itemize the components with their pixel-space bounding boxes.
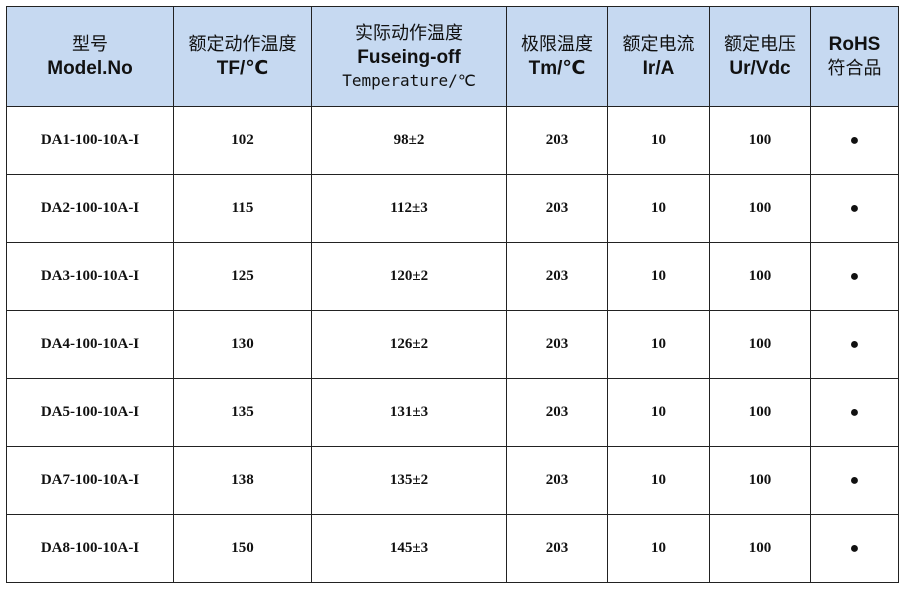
table-cell: 115 bbox=[173, 174, 312, 243]
header-text: 额定动作温度 bbox=[188, 33, 297, 55]
header-text: 极限温度 bbox=[521, 33, 593, 55]
table-cell: 203 bbox=[506, 514, 608, 583]
header-text: Fuseing-off bbox=[357, 46, 461, 68]
table-cell: ● bbox=[810, 242, 899, 311]
table-cell: ● bbox=[810, 106, 899, 175]
table-cell: 135±2 bbox=[311, 446, 507, 515]
table-cell: DA4-100-10A-I bbox=[6, 310, 174, 379]
table-cell: ● bbox=[810, 378, 899, 447]
table-cell: 10 bbox=[607, 514, 710, 583]
table-body: DA1-100-10A-I 102 98±2 203 10 100 ● DA2-100-10A… bbox=[6, 106, 899, 583]
table-cell: 126±2 bbox=[311, 310, 507, 379]
table-row: DA2-100-10A-I 115 112±3 203 10 100 ● bbox=[6, 174, 899, 243]
table-header: 型号 Model.No 额定动作温度 TF/℃ 实际动作温度 Fuseing-off T… bbox=[6, 6, 899, 107]
table-cell: 100 bbox=[709, 446, 811, 515]
table-cell: 145±3 bbox=[311, 514, 507, 583]
header-text: 符合品 bbox=[827, 57, 882, 79]
table-row: DA7-100-10A-I 138 135±2 203 10 100 ● bbox=[6, 446, 899, 515]
table-cell: 203 bbox=[506, 378, 608, 447]
header-cell: 额定电压 Ur/Vdc bbox=[709, 6, 811, 107]
table-cell: 135 bbox=[173, 378, 312, 447]
table-row: DA3-100-10A-I 125 120±2 203 10 100 ● bbox=[6, 242, 899, 311]
table-cell: 112±3 bbox=[311, 174, 507, 243]
table-cell: 150 bbox=[173, 514, 312, 583]
table-cell: DA5-100-10A-I bbox=[6, 378, 174, 447]
table-cell: 100 bbox=[709, 514, 811, 583]
table-cell: 10 bbox=[607, 242, 710, 311]
table-cell: 10 bbox=[607, 174, 710, 243]
header-text: RoHS bbox=[828, 33, 881, 55]
table-row: DA4-100-10A-I 130 126±2 203 10 100 ● bbox=[6, 310, 899, 379]
table-cell: DA2-100-10A-I bbox=[6, 174, 174, 243]
header-text: 实际动作温度 bbox=[355, 22, 463, 44]
table-cell: DA8-100-10A-I bbox=[6, 514, 174, 583]
table-cell: 203 bbox=[506, 242, 608, 311]
header-cell: 实际动作温度 Fuseing-off Temperature/℃ bbox=[311, 6, 507, 107]
table-cell: DA7-100-10A-I bbox=[6, 446, 174, 515]
table-cell: 102 bbox=[173, 106, 312, 175]
table-cell: 203 bbox=[506, 446, 608, 515]
table-cell: 100 bbox=[709, 378, 811, 447]
header-text: Ir/A bbox=[642, 57, 675, 79]
table-cell: 100 bbox=[709, 242, 811, 311]
table-cell: 100 bbox=[709, 174, 811, 243]
header-text: 额定电流 bbox=[622, 33, 695, 55]
table-cell: 10 bbox=[607, 310, 710, 379]
table-cell: 203 bbox=[506, 106, 608, 175]
header-text: Tm/℃ bbox=[528, 57, 586, 79]
header-cell: 额定动作温度 TF/℃ bbox=[173, 6, 312, 107]
table-cell: ● bbox=[810, 310, 899, 379]
table-cell: 125 bbox=[173, 242, 312, 311]
header-text: 型号 bbox=[72, 33, 108, 55]
table-cell: ● bbox=[810, 174, 899, 243]
table-cell: 131±3 bbox=[311, 378, 507, 447]
header-text: Ur/Vdc bbox=[729, 57, 791, 79]
table-cell: 10 bbox=[607, 378, 710, 447]
table-cell: 98±2 bbox=[311, 106, 507, 175]
header-text: Model.No bbox=[47, 57, 133, 79]
table-cell: 10 bbox=[607, 446, 710, 515]
header-cell: 额定电流 Ir/A bbox=[607, 6, 710, 107]
table-cell: DA3-100-10A-I bbox=[6, 242, 174, 311]
header-cell: RoHS 符合品 bbox=[810, 6, 899, 107]
table-cell: ● bbox=[810, 446, 899, 515]
header-row: 型号 Model.No 额定动作温度 TF/℃ 实际动作温度 Fuseing-off T… bbox=[6, 6, 899, 107]
header-text: Temperature/℃ bbox=[342, 70, 476, 90]
table-cell: 138 bbox=[173, 446, 312, 515]
table-cell: 120±2 bbox=[311, 242, 507, 311]
spec-table: 型号 Model.No 额定动作温度 TF/℃ 实际动作温度 Fuseing-off T… bbox=[6, 6, 899, 583]
table-cell: 130 bbox=[173, 310, 312, 379]
table-row: DA8-100-10A-I 150 145±3 203 10 100 ● bbox=[6, 514, 899, 583]
header-cell: 型号 Model.No bbox=[6, 6, 174, 107]
table-row: DA1-100-10A-I 102 98±2 203 10 100 ● bbox=[6, 106, 899, 175]
table-cell: 203 bbox=[506, 310, 608, 379]
header-text: 额定电压 bbox=[724, 33, 796, 55]
table-cell: 10 bbox=[607, 106, 710, 175]
table-cell: 100 bbox=[709, 106, 811, 175]
header-cell: 极限温度 Tm/℃ bbox=[506, 6, 608, 107]
header-text: TF/℃ bbox=[216, 57, 269, 79]
table-cell: 203 bbox=[506, 174, 608, 243]
table-cell: ● bbox=[810, 514, 899, 583]
table-cell: 100 bbox=[709, 310, 811, 379]
table-cell: DA1-100-10A-I bbox=[6, 106, 174, 175]
table-row: DA5-100-10A-I 135 131±3 203 10 100 ● bbox=[6, 378, 899, 447]
